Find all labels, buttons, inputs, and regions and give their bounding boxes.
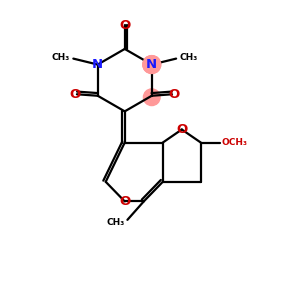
Text: O: O [69, 88, 80, 101]
Text: N: N [146, 58, 157, 71]
Text: O: O [119, 195, 130, 208]
Circle shape [143, 89, 160, 106]
Text: CH₃: CH₃ [107, 218, 125, 227]
Text: OCH₃: OCH₃ [222, 138, 247, 147]
Text: O: O [169, 88, 180, 101]
Text: O: O [176, 123, 188, 136]
Text: CH₃: CH₃ [52, 52, 70, 62]
Text: CH₃: CH₃ [180, 52, 198, 62]
Circle shape [143, 56, 161, 74]
Text: N: N [92, 58, 103, 71]
Circle shape [143, 56, 161, 74]
Text: O: O [119, 19, 130, 32]
